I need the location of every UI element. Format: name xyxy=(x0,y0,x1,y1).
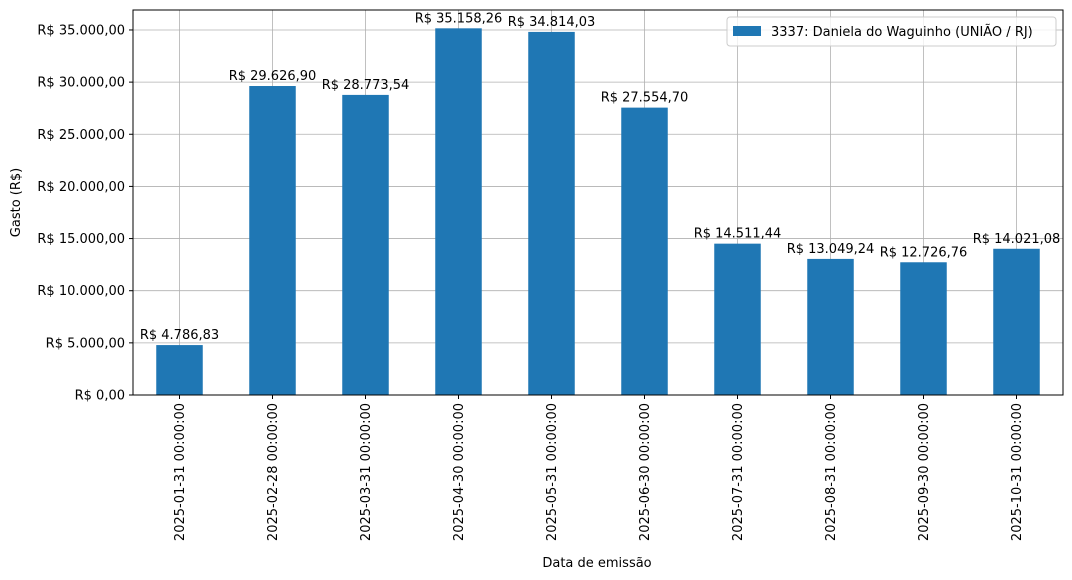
bar-value-label: R$ 29.626,90 xyxy=(229,69,317,84)
bar-value-label: R$ 14.511,44 xyxy=(694,227,782,242)
bar xyxy=(342,94,389,396)
bar-value-label: R$ 12.726,76 xyxy=(880,245,968,260)
x-axis-label: Data de emissão xyxy=(542,556,651,571)
bar xyxy=(621,107,668,396)
legend-swatch xyxy=(733,26,761,36)
y-tick-label: R$ 25.000,00 xyxy=(37,128,125,143)
y-axis: R$ 0,00 R$ 5.000,00 R$ 10.000,00 R$ 15.000,… xyxy=(37,23,133,404)
y-tick-label: R$ 35.000,00 xyxy=(37,23,125,38)
bar-value-label: R$ 28.773,54 xyxy=(322,78,410,93)
x-tick-label: 2025-02-28 00:00:00 xyxy=(266,403,281,541)
legend-entry: 3337: Daniela do Waguinho (UNIÃO / RJ) xyxy=(771,24,1033,40)
bar-value-label: R$ 4.786,83 xyxy=(140,328,219,343)
bar xyxy=(714,243,761,395)
y-tick-label: R$ 5.000,00 xyxy=(46,336,125,351)
y-tick-label: R$ 30.000,00 xyxy=(37,76,125,91)
y-tick-label: R$ 15.000,00 xyxy=(37,232,125,247)
x-tick-label: 2025-09-30 00:00:00 xyxy=(917,403,932,541)
legend: 3337: Daniela do Waguinho (UNIÃO / RJ) xyxy=(726,16,1057,47)
x-tick-label: 2025-06-30 00:00:00 xyxy=(638,403,653,541)
bar xyxy=(156,345,203,395)
legend-box xyxy=(726,16,1057,47)
plot-frame xyxy=(132,9,1064,396)
x-tick-label: 2025-03-31 00:00:00 xyxy=(359,403,374,541)
bars xyxy=(156,28,1040,396)
bar xyxy=(900,262,947,395)
x-tick-label: 2025-04-30 00:00:00 xyxy=(452,403,467,541)
bar xyxy=(528,31,575,396)
y-tick-label: R$ 0,00 xyxy=(75,389,125,404)
bar-value-label: R$ 14.021,08 xyxy=(973,232,1061,247)
bar xyxy=(249,86,296,395)
bar-value-label: R$ 35.158,26 xyxy=(415,11,503,26)
x-axis: 2025-01-31 00:00:00 2025-02-28 00:00:00 20… xyxy=(173,395,1025,541)
y-tick-label: R$ 10.000,00 xyxy=(37,284,125,299)
data-labels: R$ 4.786,83 R$ 29.626,90 R$ 28.773,54 R$ 35… xyxy=(140,11,1060,343)
x-tick-label: 2025-07-31 00:00:00 xyxy=(731,403,746,541)
bar xyxy=(993,248,1040,395)
bar-value-label: R$ 27.554,70 xyxy=(601,91,689,106)
x-tick-label: 2025-01-31 00:00:00 xyxy=(173,403,188,541)
y-axis-label: Gasto (R$) xyxy=(9,168,24,237)
x-tick-label: 2025-05-31 00:00:00 xyxy=(545,403,560,541)
y-tick-label: R$ 20.000,00 xyxy=(37,180,125,195)
bar-value-label: R$ 34.814,03 xyxy=(508,15,596,30)
bar-value-label: R$ 13.049,24 xyxy=(787,242,875,257)
bar xyxy=(807,258,854,395)
bar xyxy=(435,28,482,395)
x-tick-label: 2025-10-31 00:00:00 xyxy=(1010,403,1025,541)
x-tick-label: 2025-08-31 00:00:00 xyxy=(824,403,839,541)
